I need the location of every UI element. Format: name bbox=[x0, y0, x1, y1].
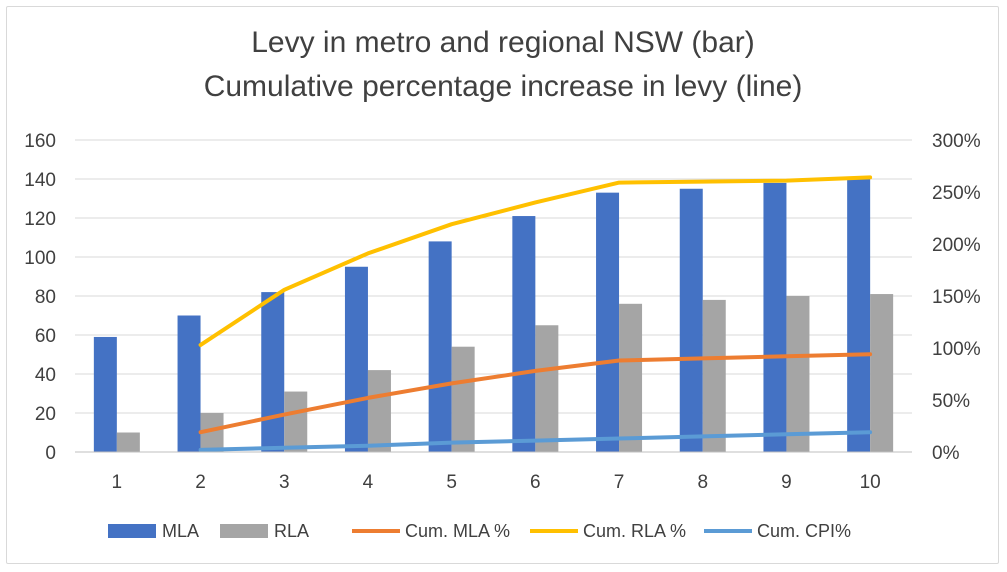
y2-tick-label: 150% bbox=[932, 287, 981, 308]
bar-rla bbox=[284, 391, 308, 452]
y2-tick-label: 300% bbox=[932, 131, 981, 152]
bars bbox=[93, 179, 894, 452]
lines bbox=[198, 175, 873, 452]
legend-label: Cum. RLA % bbox=[583, 521, 686, 541]
line-series-1 bbox=[198, 175, 873, 347]
bar-rla bbox=[786, 296, 810, 452]
y-tick-label: 20 bbox=[35, 404, 56, 425]
bar-mla bbox=[177, 315, 201, 452]
y-tick-label: 80 bbox=[35, 287, 56, 308]
x-tick-label: 5 bbox=[446, 472, 457, 493]
y2-tick-label: 100% bbox=[932, 339, 981, 360]
y-tick-label: 140 bbox=[24, 170, 56, 191]
bar-mla bbox=[344, 266, 368, 452]
bar-mla bbox=[512, 216, 536, 452]
legend-swatch bbox=[220, 524, 268, 538]
bar-rla bbox=[367, 370, 391, 452]
chart-frame bbox=[6, 6, 999, 564]
y2-tick-label: 200% bbox=[932, 235, 981, 256]
bar-rla bbox=[451, 346, 475, 452]
legend-label: RLA bbox=[274, 521, 309, 541]
bar-rla bbox=[619, 303, 643, 452]
line-series-0 bbox=[198, 352, 873, 435]
x-tick-label: 9 bbox=[781, 472, 792, 493]
bar-mla bbox=[428, 241, 452, 452]
bar-rla bbox=[116, 432, 140, 452]
y-tick-label: 40 bbox=[35, 365, 56, 386]
y2-tick-label: 0% bbox=[932, 443, 960, 464]
x-tick-label: 4 bbox=[363, 472, 374, 493]
chart-title: Levy in metro and regional NSW (bar) bbox=[251, 26, 755, 59]
bar-mla bbox=[679, 188, 703, 452]
bar-mla bbox=[596, 192, 620, 452]
bar-mla bbox=[93, 336, 117, 452]
bar-mla bbox=[847, 179, 871, 452]
y2-tick-label: 50% bbox=[932, 391, 970, 412]
x-tick-label: 2 bbox=[195, 472, 206, 493]
line-series-2 bbox=[198, 430, 873, 452]
y-tick-label: 100 bbox=[24, 248, 56, 269]
bar-rla bbox=[200, 413, 224, 452]
chart-subtitle: Cumulative percentage increase in levy (… bbox=[204, 70, 803, 103]
legend-label: Cum. CPI% bbox=[757, 521, 851, 541]
bar-rla bbox=[870, 294, 894, 452]
legend-label: Cum. MLA % bbox=[405, 521, 510, 541]
legend-swatch bbox=[108, 524, 156, 538]
y-tick-label: 120 bbox=[24, 209, 56, 230]
x-tick-label: 1 bbox=[112, 472, 123, 493]
x-tick-label: 3 bbox=[279, 472, 290, 493]
x-tick-label: 8 bbox=[697, 472, 708, 493]
y-tick-label: 160 bbox=[24, 131, 56, 152]
x-tick-label: 6 bbox=[530, 472, 541, 493]
bar-mla bbox=[763, 182, 787, 452]
y2-tick-label: 250% bbox=[932, 183, 981, 204]
x-tick-label: 7 bbox=[614, 472, 625, 493]
y-tick-label: 0 bbox=[45, 443, 56, 464]
x-tick-label: 10 bbox=[860, 472, 881, 493]
bar-rla bbox=[535, 325, 559, 452]
axes: 0204060801001201401600%50%100%150%200%25… bbox=[24, 131, 980, 493]
bar-rla bbox=[702, 299, 726, 452]
bar-mla bbox=[261, 292, 285, 452]
legend: MLA RLA Cum. MLA % Cum. RLA % Cum. CPI% bbox=[108, 521, 851, 541]
legend-label: MLA bbox=[162, 521, 199, 541]
y-tick-label: 60 bbox=[35, 326, 56, 347]
